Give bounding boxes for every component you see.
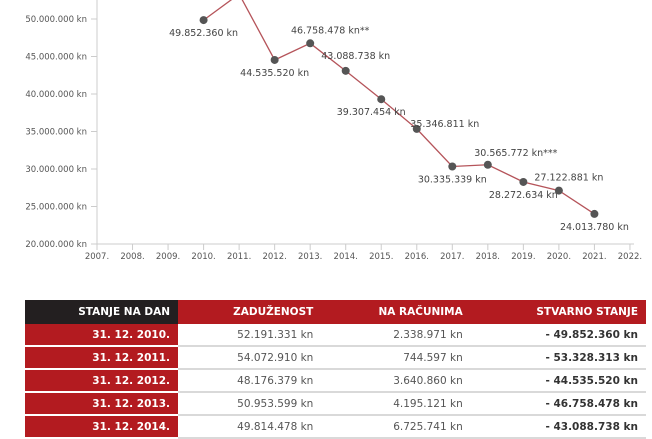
data-point xyxy=(377,95,386,104)
data-point xyxy=(519,177,528,186)
cell-accounts: 3.640.860 kn xyxy=(321,370,471,393)
cell-actual: - 53.328.313 kn xyxy=(470,347,646,370)
header-actual: STVARNO STANJE xyxy=(470,300,646,324)
cell-date: 31. 12. 2010. xyxy=(25,324,178,347)
cell-date: 31. 12. 2012. xyxy=(25,370,178,393)
debt-line-chart: 20.000.000 kn 25.000.000 kn 30.000.000 kn 3… xyxy=(25,0,642,262)
series-line xyxy=(203,0,595,215)
data-point xyxy=(199,16,208,25)
x-tick-label: 2019. xyxy=(511,252,535,262)
cell-accounts: 744.597 kn xyxy=(321,347,471,370)
data-label: 44.535.520 kn xyxy=(240,68,309,79)
data-point xyxy=(483,160,492,169)
data-label: 39.307.454 kn xyxy=(337,107,406,118)
table-header-row: STANJE NA DAN ZADUŽENOST NA RAČUNIMA STV… xyxy=(25,300,646,324)
x-tick-label: 2022. xyxy=(618,252,642,262)
y-tick-label: 20.000.000 kn xyxy=(25,240,87,250)
x-tick-label: 2015. xyxy=(369,252,393,262)
x-tick-label: 2021. xyxy=(582,252,606,262)
data-point xyxy=(341,66,350,75)
data-point xyxy=(590,209,599,218)
cell-actual: - 46.758.478 kn xyxy=(470,393,646,416)
y-tick-label: 30.000.000 kn xyxy=(25,165,87,175)
data-point xyxy=(306,39,315,48)
x-tick-label: 2017. xyxy=(440,252,464,262)
x-tick-label: 2010. xyxy=(191,252,215,262)
data-point xyxy=(554,186,563,195)
cell-actual: - 43.088.738 kn xyxy=(470,416,646,439)
x-tick-label: 2014. xyxy=(334,252,358,262)
y-tick-label: 25.000.000 kn xyxy=(25,203,87,213)
data-point xyxy=(448,162,457,171)
y-tick-label: 35.000.000 kn xyxy=(25,128,87,138)
data-label: 28.272.634 kn xyxy=(489,190,558,201)
header-accounts: NA RAČUNIMA xyxy=(321,300,471,324)
x-tick-label: 2011. xyxy=(227,252,251,262)
y-tick-label: 50.000.000 kn xyxy=(25,15,87,25)
cell-date: 31. 12. 2011. xyxy=(25,347,178,370)
data-label: 46.758.478 kn** xyxy=(291,25,370,36)
table-row: 31. 12. 2012. 48.176.379 kn 3.640.860 kn - … xyxy=(25,370,646,393)
header-debt: ZADUŽENOST xyxy=(178,300,322,324)
data-label: 35.346.811 kn xyxy=(410,119,479,130)
data-label: 30.565.772 kn*** xyxy=(474,148,557,159)
cell-accounts: 6.725.741 kn xyxy=(321,416,471,439)
cell-accounts: 2.338.971 kn xyxy=(321,324,471,347)
cell-debt: 49.814.478 kn xyxy=(178,416,322,439)
y-tick-label: 40.000.000 kn xyxy=(25,90,87,100)
x-tick-label: 2018. xyxy=(476,252,500,262)
x-tick-label: 2009. xyxy=(156,252,180,262)
cell-debt: 50.953.599 kn xyxy=(178,393,322,416)
cell-date: 31. 12. 2014. xyxy=(25,416,178,439)
cell-debt: 54.072.910 kn xyxy=(178,347,322,370)
x-tick-label: 2013. xyxy=(298,252,322,262)
header-date: STANJE NA DAN xyxy=(25,300,178,324)
x-tick-label: 2007. xyxy=(85,252,109,262)
x-tick-label: 2020. xyxy=(547,252,571,262)
cell-accounts: 4.195.121 kn xyxy=(321,393,471,416)
table-row: 31. 12. 2014. 49.814.478 kn 6.725.741 kn - … xyxy=(25,416,646,439)
cell-actual: - 44.535.520 kn xyxy=(470,370,646,393)
data-label: 43.088.738 kn xyxy=(321,51,390,62)
data-label: 30.335.339 kn xyxy=(418,174,487,185)
data-label: 49.852.360 kn xyxy=(169,28,238,39)
data-point xyxy=(412,124,421,133)
y-tick-label: 45.000.000 kn xyxy=(25,53,87,63)
cell-date: 31. 12. 2013. xyxy=(25,393,178,416)
cell-actual: - 49.852.360 kn xyxy=(470,324,646,347)
cell-debt: 52.191.331 kn xyxy=(178,324,322,347)
data-label: 27.122.881 kn xyxy=(534,173,603,184)
x-tick-label: 2008. xyxy=(120,252,144,262)
data-point xyxy=(270,55,279,64)
table-row: 31. 12. 2011. 54.072.910 kn 744.597 kn - 53… xyxy=(25,347,646,370)
cell-debt: 48.176.379 kn xyxy=(178,370,322,393)
data-label: 24.013.780 kn xyxy=(560,222,629,233)
table-row: 31. 12. 2013. 50.953.599 kn 4.195.121 kn - … xyxy=(25,393,646,416)
x-tick-label: 2012. xyxy=(262,252,286,262)
table-row: 31. 12. 2010. 52.191.331 kn 2.338.971 kn - … xyxy=(25,324,646,347)
debt-table: STANJE NA DAN ZADUŽENOST NA RAČUNIMA STV… xyxy=(25,300,646,439)
x-tick-label: 2016. xyxy=(405,252,429,262)
